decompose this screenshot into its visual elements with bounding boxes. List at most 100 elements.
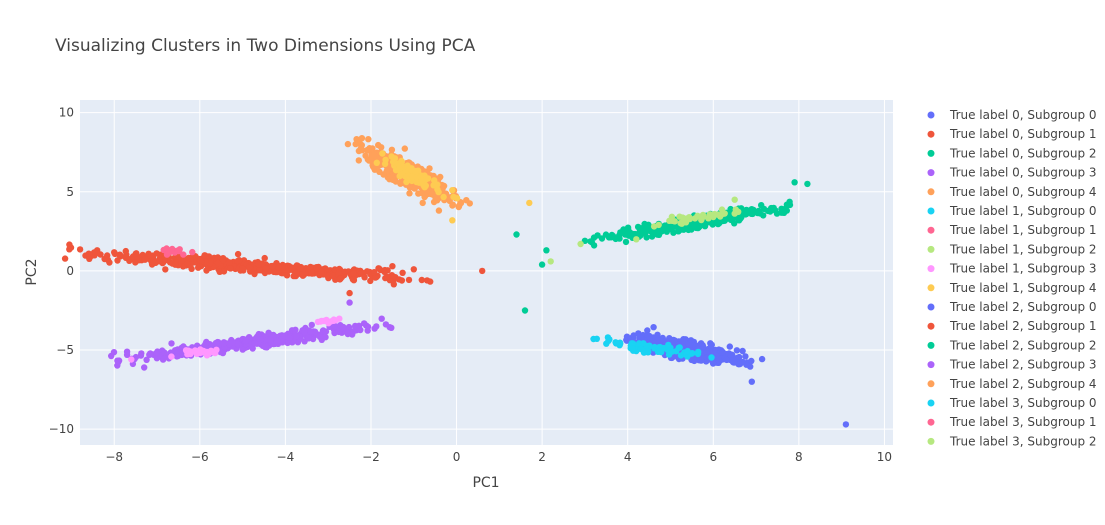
data-point[interactable]	[110, 349, 118, 356]
data-point[interactable]	[630, 332, 637, 339]
data-point[interactable]	[688, 226, 695, 233]
data-point[interactable]	[449, 187, 456, 194]
data-point[interactable]	[305, 334, 312, 342]
data-point[interactable]	[307, 328, 314, 335]
data-point[interactable]	[355, 322, 363, 329]
data-point[interactable]	[645, 348, 652, 355]
data-point[interactable]	[275, 263, 282, 271]
data-point[interactable]	[270, 268, 278, 276]
data-point[interactable]	[682, 215, 689, 223]
data-point[interactable]	[521, 307, 529, 314]
data-point[interactable]	[513, 231, 520, 238]
data-point[interactable]	[153, 250, 160, 257]
data-point[interactable]	[133, 253, 141, 260]
data-point[interactable]	[748, 378, 755, 385]
data-point[interactable]	[742, 353, 749, 360]
legend-item[interactable]: True label 2, Subgroup 2	[927, 338, 1097, 352]
data-point[interactable]	[405, 276, 413, 284]
legend-item[interactable]: True label 1, Subgroup 3	[927, 262, 1097, 276]
data-point[interactable]	[404, 162, 411, 169]
data-point[interactable]	[269, 262, 277, 270]
data-point[interactable]	[371, 269, 378, 276]
data-point[interactable]	[251, 339, 258, 347]
data-point[interactable]	[292, 326, 299, 333]
data-point[interactable]	[786, 201, 794, 209]
data-point[interactable]	[434, 181, 441, 188]
data-point[interactable]	[439, 185, 446, 192]
data-point[interactable]	[433, 197, 441, 204]
legend-item[interactable]: True label 3, Subgroup 2	[927, 434, 1097, 448]
data-point[interactable]	[308, 321, 315, 329]
data-point[interactable]	[590, 335, 597, 343]
data-point[interactable]	[362, 152, 369, 159]
legend-item[interactable]: True label 0, Subgroup 4	[927, 185, 1097, 199]
data-point[interactable]	[709, 360, 717, 367]
data-point[interactable]	[735, 361, 743, 368]
legend-item[interactable]: True label 0, Subgroup 3	[927, 166, 1097, 180]
data-point[interactable]	[288, 265, 296, 273]
data-point[interactable]	[598, 235, 606, 242]
data-point[interactable]	[747, 363, 754, 370]
data-point[interactable]	[176, 246, 183, 253]
data-point[interactable]	[301, 328, 308, 336]
data-point[interactable]	[699, 349, 707, 356]
data-point[interactable]	[705, 215, 712, 222]
data-point[interactable]	[410, 266, 417, 273]
data-point[interactable]	[329, 272, 336, 279]
data-point[interactable]	[242, 337, 250, 345]
data-point[interactable]	[665, 341, 672, 349]
data-point[interactable]	[691, 357, 698, 365]
data-point[interactable]	[748, 357, 755, 365]
data-point[interactable]	[122, 247, 129, 255]
data-point[interactable]	[772, 207, 779, 214]
data-point[interactable]	[173, 353, 181, 360]
data-point[interactable]	[717, 213, 724, 220]
data-point[interactable]	[256, 267, 263, 274]
data-point[interactable]	[373, 159, 380, 166]
data-point[interactable]	[709, 221, 716, 228]
data-point[interactable]	[147, 252, 154, 260]
data-point[interactable]	[718, 206, 726, 213]
data-point[interactable]	[372, 274, 379, 281]
data-point[interactable]	[731, 220, 738, 227]
data-point[interactable]	[723, 356, 730, 364]
data-point[interactable]	[650, 324, 657, 331]
data-point[interactable]	[678, 220, 685, 227]
data-point[interactable]	[322, 328, 330, 335]
data-point[interactable]	[220, 340, 228, 347]
data-point[interactable]	[392, 178, 399, 185]
data-point[interactable]	[389, 173, 396, 181]
data-point[interactable]	[234, 250, 242, 258]
data-point[interactable]	[603, 340, 610, 347]
data-point[interactable]	[700, 213, 707, 220]
data-point[interactable]	[684, 347, 691, 355]
data-point[interactable]	[804, 180, 811, 188]
data-point[interactable]	[739, 347, 746, 355]
data-point[interactable]	[427, 278, 434, 285]
data-point[interactable]	[710, 213, 717, 221]
data-point[interactable]	[590, 234, 598, 241]
data-point[interactable]	[335, 328, 342, 336]
data-point[interactable]	[274, 337, 281, 345]
data-point[interactable]	[386, 324, 393, 331]
data-point[interactable]	[367, 277, 374, 285]
data-point[interactable]	[219, 349, 227, 357]
data-point[interactable]	[378, 144, 385, 151]
data-point[interactable]	[353, 136, 360, 143]
data-point[interactable]	[380, 171, 387, 178]
data-point[interactable]	[114, 257, 121, 264]
data-point[interactable]	[666, 335, 673, 342]
data-point[interactable]	[168, 247, 175, 255]
data-point[interactable]	[159, 356, 167, 363]
data-point[interactable]	[162, 266, 169, 273]
data-point[interactable]	[654, 228, 661, 236]
legend-item[interactable]: True label 2, Subgroup 3	[927, 358, 1097, 372]
data-point[interactable]	[308, 269, 315, 276]
data-point[interactable]	[625, 232, 633, 239]
data-point[interactable]	[293, 332, 300, 340]
data-point[interactable]	[143, 356, 150, 363]
data-point[interactable]	[364, 146, 371, 154]
data-point[interactable]	[758, 355, 766, 363]
data-point[interactable]	[267, 336, 274, 343]
data-point[interactable]	[663, 224, 670, 231]
